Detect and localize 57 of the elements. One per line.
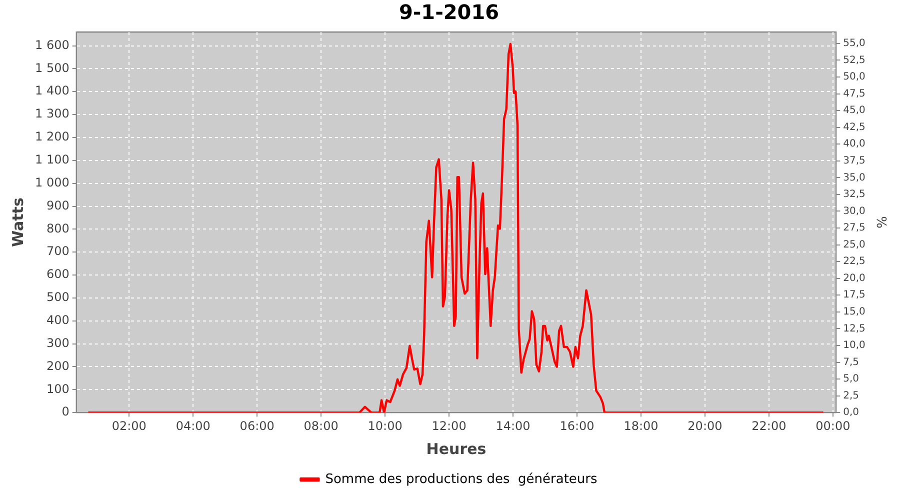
y2-tick-label: 5,0 bbox=[843, 374, 860, 385]
x-tick-label: 16:00 bbox=[560, 418, 594, 433]
y2-tick-label: 17,5 bbox=[843, 290, 866, 301]
y-tick-label: 500 bbox=[46, 290, 70, 304]
y2-tick-label: 7,5 bbox=[843, 356, 860, 368]
y2-tick-label: 37,5 bbox=[843, 155, 866, 166]
y2-tick-label: 45,0 bbox=[843, 105, 866, 116]
x-tick-label: 12:00 bbox=[432, 418, 466, 433]
y-tick-label: 0 bbox=[62, 404, 70, 419]
y-tick-label: 100 bbox=[46, 382, 70, 396]
y2-tick-label: 40,0 bbox=[843, 138, 866, 150]
y2-tick-label: 32,5 bbox=[843, 189, 866, 200]
y2-tick-label: 35,0 bbox=[843, 172, 866, 184]
y-tick-label: 1 600 bbox=[34, 38, 70, 52]
legend-label: Somme des productions des générateurs bbox=[325, 472, 598, 487]
y2-axis-title: % bbox=[872, 216, 888, 228]
x-tick-label: 22:00 bbox=[752, 418, 786, 433]
x-tick-label: 08:00 bbox=[304, 418, 338, 433]
y2-tick-label: 42,5 bbox=[843, 122, 866, 133]
y-tick-label: 200 bbox=[46, 358, 70, 373]
y-tick-label: 1 400 bbox=[34, 84, 70, 98]
y2-tick-label: 47,5 bbox=[843, 88, 866, 100]
y-tick-label: 300 bbox=[46, 336, 70, 350]
y2-tick-label: 20,0 bbox=[843, 272, 866, 284]
y2-tick-label: 52,5 bbox=[843, 54, 866, 66]
y2-tick-label: 50,0 bbox=[843, 72, 866, 83]
y-tick-label: 1 000 bbox=[34, 175, 70, 190]
x-axis-title: Heures bbox=[426, 440, 486, 458]
y2-tick-label: 12,5 bbox=[843, 323, 866, 334]
x-tick-label: 18:00 bbox=[624, 418, 658, 433]
y2-tick-label: 55,0 bbox=[843, 38, 866, 50]
y2-tick-label: 15,0 bbox=[843, 306, 866, 318]
y-tick-label: 1 200 bbox=[34, 130, 70, 144]
x-tick-label: 04:00 bbox=[176, 418, 210, 433]
y2-tick-label: 27,5 bbox=[843, 222, 866, 234]
y2-tick-label: 30,0 bbox=[843, 206, 866, 217]
y-tick-label: 400 bbox=[46, 313, 70, 328]
y2-tick-label: 10,0 bbox=[843, 340, 866, 352]
y-tick-label: 900 bbox=[46, 198, 70, 212]
y2-tick-label: 2,5 bbox=[843, 390, 860, 402]
x-tick-label: 14:00 bbox=[496, 418, 530, 433]
y2-tick-label: 0,0 bbox=[843, 407, 860, 418]
y-tick-label: 800 bbox=[46, 221, 70, 236]
chart-title: 9-1-2016 bbox=[398, 0, 500, 24]
y-tick-label: 1 100 bbox=[34, 152, 70, 167]
y-tick-label: 1 300 bbox=[34, 106, 70, 121]
x-tick-label: 20:00 bbox=[688, 418, 722, 433]
x-tick-label: 02:00 bbox=[112, 418, 146, 433]
x-tick-label: 06:00 bbox=[240, 418, 274, 433]
x-tick-label: 10:00 bbox=[368, 418, 402, 433]
y-tick-label: 1 500 bbox=[34, 60, 70, 75]
y-axis-title: Watts bbox=[8, 198, 27, 248]
x-tick-label: 00:00 bbox=[816, 418, 850, 433]
y2-tick-label: 22,5 bbox=[843, 256, 866, 268]
y-tick-label: 700 bbox=[46, 244, 70, 258]
y2-tick-label: 25,0 bbox=[843, 239, 866, 250]
y-tick-label: 600 bbox=[46, 267, 70, 282]
